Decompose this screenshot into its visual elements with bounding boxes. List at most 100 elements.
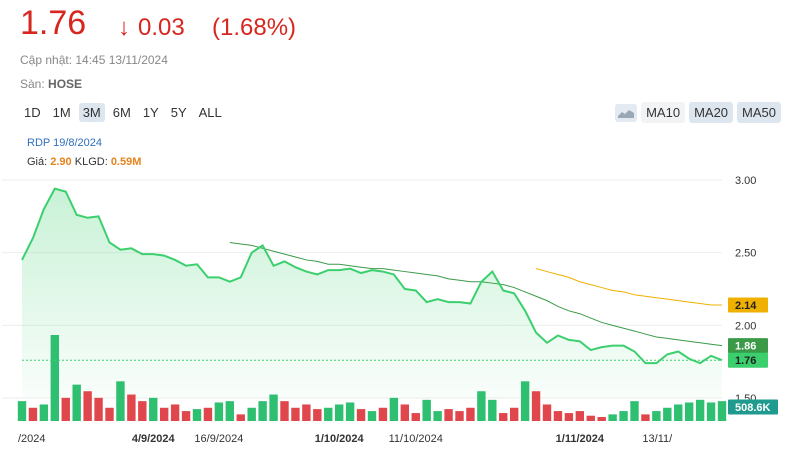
volume-bar [531, 391, 541, 421]
range-3m-button[interactable]: 3M [78, 103, 105, 122]
ma50-toggle[interactable]: MA50 [737, 102, 781, 123]
volume-bar [717, 401, 727, 421]
volume-bar [444, 409, 453, 421]
volume-bar [214, 402, 224, 421]
volume-bar [455, 411, 464, 421]
volume-bar [269, 394, 278, 421]
x-tick-label: /2024 [18, 433, 46, 445]
volume-bar [28, 407, 38, 421]
volume-bar [553, 411, 563, 421]
exchange-info: Sàn: HOSE [20, 77, 82, 91]
area-chart-icon[interactable] [615, 103, 638, 122]
range-5y-button[interactable]: 5Y [170, 105, 187, 120]
x-tick-label: 4/9/2024 [132, 433, 176, 445]
volume-bar [236, 414, 245, 421]
tooltip-values: Giá: 2.90 KLGD: 0.59M [27, 156, 141, 168]
range-all-button[interactable]: ALL [198, 105, 222, 120]
volume-bar [674, 404, 683, 421]
tooltip-date: RDP 19/8/2024 [27, 137, 103, 149]
y-tick-label: 2.00 [735, 320, 756, 332]
volume-bar [258, 401, 267, 421]
volume-bar [280, 401, 289, 421]
volume-bar [695, 399, 705, 421]
exchange-label: Sàn: [20, 77, 45, 91]
volume-bar [619, 411, 628, 421]
volume-tag-bg [728, 399, 778, 415]
range-6m-button[interactable]: 6M [112, 105, 131, 120]
volume-bar [433, 411, 442, 421]
volume-tag: 508.6K [735, 402, 771, 414]
ma20-tag-bg [728, 338, 768, 354]
volume-bar [608, 414, 617, 421]
price-change: ↓ 0.03 [118, 14, 185, 42]
volume-bar [422, 399, 431, 421]
volume-bar [367, 411, 377, 421]
volume-bar [389, 397, 399, 421]
volume-bar [520, 381, 530, 421]
volume-bar [94, 397, 103, 421]
tooltip-volume-value: 0.59M [110, 156, 142, 168]
volume-bar [291, 407, 300, 421]
volume-bar [149, 397, 158, 421]
volume-bar [641, 414, 650, 421]
volume-bar [630, 401, 639, 421]
volume-bar [127, 394, 136, 421]
volume-bar [72, 384, 81, 421]
volume-bar [225, 401, 235, 421]
volume-bar [652, 411, 661, 421]
volume-bar [203, 407, 213, 421]
volume-bar [499, 413, 508, 421]
ma50-line [535, 268, 722, 306]
x-tick-label: 1/11/2024 [556, 433, 605, 445]
volume-bar [302, 404, 311, 421]
volume-bar [170, 404, 180, 421]
volume-bar [83, 391, 92, 421]
ma50-tag-bg [728, 297, 768, 313]
volume-bar [17, 401, 27, 421]
price-line [21, 187, 723, 365]
tooltip-price-label: Giá: [27, 156, 48, 168]
volume-bar [411, 413, 420, 421]
price-change-percent: (1.68%) [212, 14, 297, 41]
y-tick-label: 2.50 [735, 248, 756, 260]
price-area [22, 188, 722, 398]
range-1m-button[interactable]: 1M [52, 105, 71, 120]
volume-bar [159, 407, 169, 421]
ma10-toggle[interactable]: MA10 [641, 102, 686, 123]
range-1d-button[interactable]: 1D [24, 105, 41, 120]
ma20-line [229, 241, 723, 347]
volume-bar [586, 415, 595, 421]
x-tick-label: 1/10/2024 [315, 433, 365, 445]
volume-bar [400, 404, 410, 421]
volume-bar [477, 391, 486, 421]
volume-bar [334, 404, 344, 421]
volume-bar [61, 397, 70, 421]
exchange-value: HOSE [48, 77, 83, 91]
volume-bar [313, 409, 322, 421]
price-tag: 1.76 [735, 355, 756, 367]
volume-bar [597, 417, 606, 421]
ma20-toggle[interactable]: MA20 [689, 102, 734, 123]
volume-bar [39, 404, 49, 421]
volume-bar [575, 411, 585, 421]
arrow-down-icon: ↓ [118, 14, 130, 41]
indicator-selector: MA10 MA20 MA50 [615, 102, 781, 123]
volume-bar [663, 407, 672, 421]
volume-bar [356, 409, 366, 421]
range-1y-button[interactable]: 1Y [142, 105, 159, 120]
current-price: 1.76 [20, 4, 87, 42]
ma20-tag: 1.86 [735, 341, 756, 353]
volume-bar [706, 402, 716, 421]
range-selector: 1D 1M 3M 6M 1Y 5Y ALL [20, 103, 226, 122]
tooltip-volume-label: KLGD: [74, 156, 108, 168]
x-tick-label: 11/10/2024 [389, 433, 443, 445]
y-tick-label: 3.00 [735, 175, 756, 187]
volume-bar [488, 399, 497, 421]
tooltip-price-value: 2.90 [50, 156, 72, 168]
volume-bar [378, 407, 388, 421]
volume-bar [684, 402, 694, 421]
last-updated: Cập nhật: 14:45 13/11/2024 [20, 53, 168, 67]
volume-bar [466, 407, 475, 421]
volume-bar [192, 409, 202, 421]
